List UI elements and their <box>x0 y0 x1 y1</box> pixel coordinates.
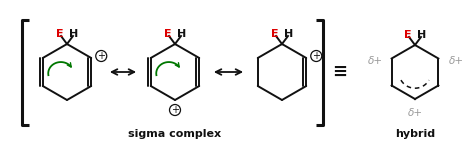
Text: δ+: δ+ <box>448 56 464 66</box>
Text: hybrid: hybrid <box>395 129 435 139</box>
Text: H: H <box>284 29 293 39</box>
Text: δ+: δ+ <box>408 108 422 118</box>
Text: ≡: ≡ <box>332 63 347 81</box>
Text: H: H <box>69 29 79 39</box>
Text: +: + <box>312 51 320 61</box>
Text: E: E <box>404 30 412 40</box>
Text: E: E <box>271 29 279 39</box>
Text: sigma complex: sigma complex <box>128 129 221 139</box>
Text: δ+: δ+ <box>367 56 383 66</box>
Text: +: + <box>97 51 105 61</box>
Text: H: H <box>177 29 187 39</box>
Text: E: E <box>56 29 64 39</box>
Text: E: E <box>164 29 172 39</box>
Text: H: H <box>418 30 427 40</box>
Text: +: + <box>171 105 179 115</box>
